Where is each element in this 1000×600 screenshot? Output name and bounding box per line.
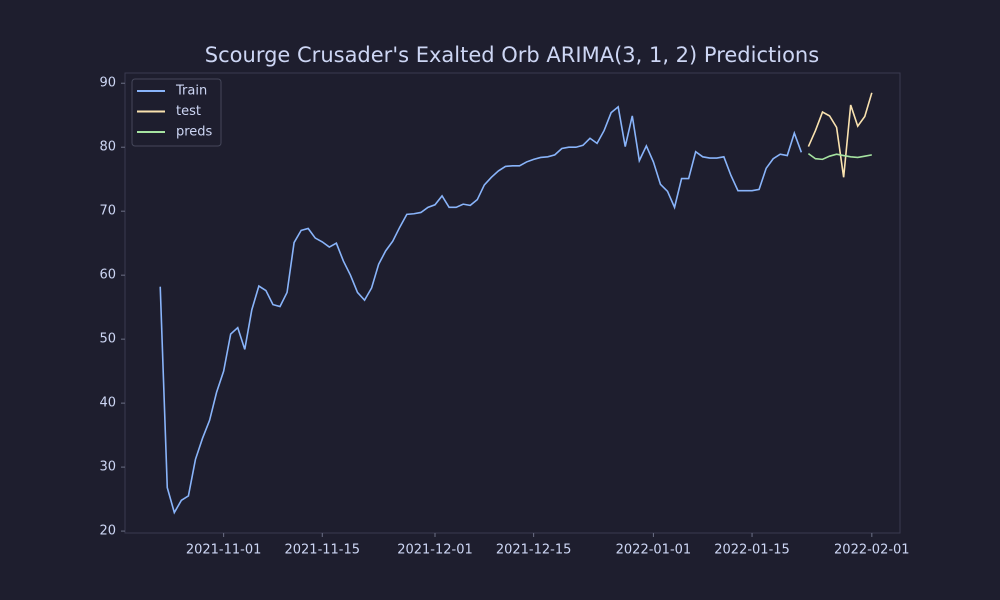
- x-tick-label: 2022-01-01: [616, 543, 692, 558]
- y-tick-label: 40: [99, 396, 116, 411]
- y-tick-label: 90: [99, 76, 116, 91]
- y-tick-label: 50: [99, 332, 116, 347]
- y-tick-label: 70: [99, 204, 116, 219]
- legend-label: preds: [176, 125, 213, 140]
- legend-label: Train: [175, 84, 207, 99]
- x-tick-label: 2021-12-01: [397, 543, 473, 558]
- series-line: [807, 92, 873, 178]
- y-tick-label: 80: [99, 140, 116, 155]
- legend-box: [131, 78, 222, 147]
- chart-title: Scourge Crusader's Exalted Orb ARIMA(3, …: [205, 43, 819, 67]
- x-tick-label: 2022-01-15: [714, 543, 790, 558]
- x-tick-label: 2021-11-01: [186, 543, 262, 558]
- x-tick-label: 2022-02-01: [834, 543, 910, 558]
- x-tick-label: 2021-12-15: [496, 543, 572, 558]
- y-tick-label: 20: [99, 524, 116, 539]
- y-tick-label: 60: [99, 268, 116, 283]
- legend-label: test: [176, 104, 201, 119]
- x-tick-label: 2021-11-15: [284, 543, 360, 558]
- y-tick-label: 30: [99, 460, 116, 475]
- series-line: [807, 152, 872, 161]
- plot-frame: [124, 72, 901, 534]
- series-line: [159, 105, 803, 515]
